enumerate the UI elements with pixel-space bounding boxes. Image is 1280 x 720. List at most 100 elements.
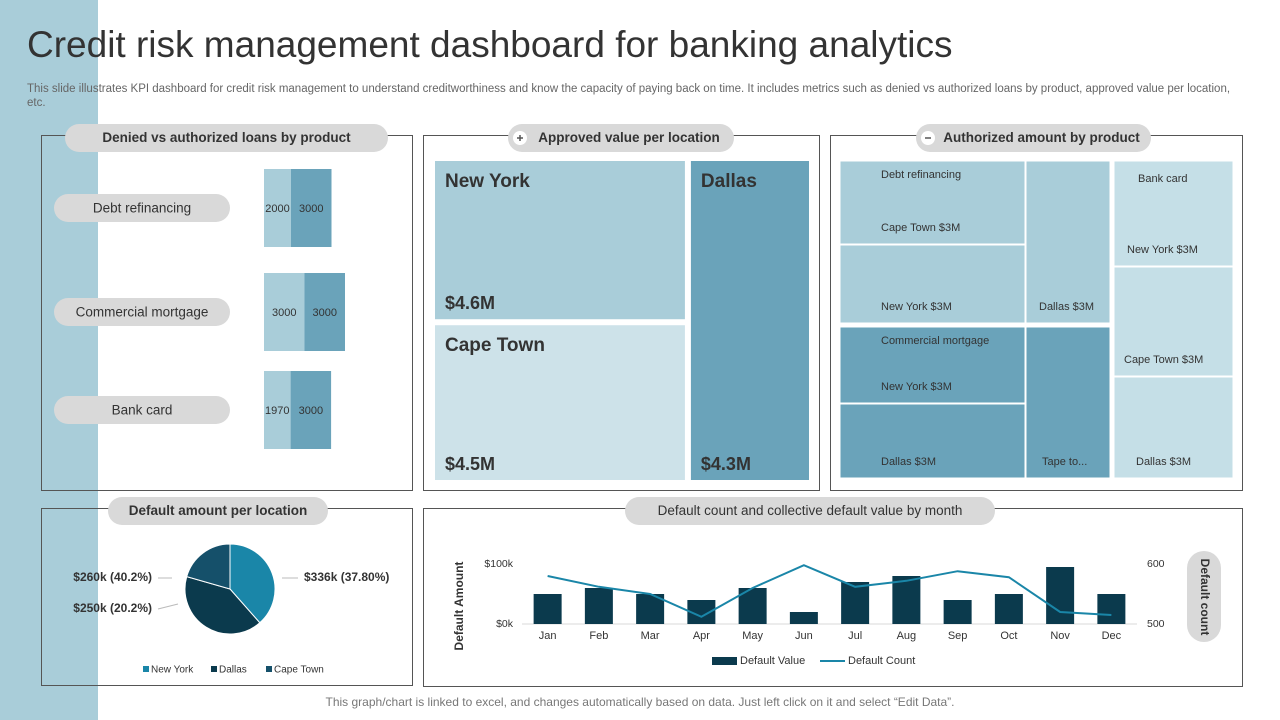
tile-label: New York $3M bbox=[881, 301, 952, 313]
x-tick-label: Feb bbox=[589, 630, 608, 642]
tile-label: New York $3M bbox=[881, 381, 952, 393]
legend-label: Default Count bbox=[848, 655, 915, 667]
bar-segment bbox=[264, 169, 291, 247]
bar bbox=[892, 576, 921, 624]
bar bbox=[841, 582, 870, 624]
group-label: Debt refinancing bbox=[881, 169, 961, 181]
bar bbox=[533, 594, 562, 624]
pie-slice bbox=[186, 543, 231, 590]
tile-label: Dallas $3M bbox=[881, 456, 936, 468]
data-label: 3000 bbox=[313, 307, 337, 319]
data-label: 3000 bbox=[272, 307, 296, 319]
tile-label: New York $3M bbox=[1127, 244, 1198, 256]
y-tick-label: $100k bbox=[484, 558, 513, 570]
y2-title-pill bbox=[1187, 551, 1221, 642]
tile-label: Dallas $3M bbox=[1136, 456, 1191, 468]
tile-label: Tape to... bbox=[1042, 456, 1087, 468]
legend-label: Cape Town bbox=[274, 665, 324, 676]
bar bbox=[584, 588, 613, 624]
legend-label: Default Value bbox=[740, 655, 805, 667]
sidebar bbox=[0, 0, 98, 720]
x-tick-label: Sep bbox=[948, 630, 968, 642]
chart-title: Default count and collective default val… bbox=[658, 503, 963, 518]
treemap-tile bbox=[1113, 376, 1234, 479]
footer-note: This graph/chart is linked to excel, and… bbox=[325, 695, 955, 709]
line bbox=[547, 564, 1112, 618]
tile-label: Cape Town $3M bbox=[881, 222, 960, 234]
category-label: Commercial mortgage bbox=[76, 305, 209, 320]
treemap-tile bbox=[435, 325, 685, 480]
x-tick-label: Jun bbox=[795, 630, 813, 642]
data-label: 1970 bbox=[265, 405, 289, 417]
treemap-tile bbox=[435, 161, 685, 320]
bar bbox=[1097, 594, 1126, 624]
y-tick-label: $0k bbox=[496, 618, 514, 630]
bar-segment bbox=[304, 273, 345, 351]
chart-title: Authorized amount by product bbox=[943, 130, 1140, 145]
legend-label: New York bbox=[151, 665, 194, 676]
treemap-tile bbox=[839, 244, 1026, 324]
chart-title: Approved value per location bbox=[538, 130, 720, 145]
bar bbox=[1046, 567, 1075, 624]
category-pill bbox=[54, 396, 230, 424]
page-description: This slide illustrates KPI dashboard for… bbox=[27, 83, 1231, 109]
tile-value: $4.3M bbox=[701, 454, 751, 474]
slice-label: $260k (40.2%) bbox=[73, 570, 152, 584]
tile-label: Dallas $3M bbox=[1039, 301, 1094, 313]
x-tick-label: Mar bbox=[641, 630, 660, 642]
legend-swatch bbox=[211, 666, 217, 672]
x-tick-label: Aug bbox=[897, 630, 917, 642]
x-tick-label: Dec bbox=[1102, 630, 1122, 642]
tile-label: Dallas bbox=[701, 171, 757, 192]
category-label: Bank card bbox=[112, 403, 173, 418]
treemap-tile bbox=[839, 160, 1026, 245]
title-pill bbox=[625, 497, 995, 525]
y2-axis-title: Default count bbox=[1198, 559, 1212, 636]
legend-swatch bbox=[712, 657, 737, 665]
y2-tick-label: 600 bbox=[1147, 558, 1165, 570]
x-tick-label: Nov bbox=[1050, 630, 1070, 642]
slice-label: $336k (37.80%) bbox=[304, 570, 389, 584]
treemap-tile bbox=[839, 403, 1026, 479]
data-label: 3000 bbox=[299, 203, 323, 215]
treemap-tile bbox=[1113, 160, 1234, 267]
bar bbox=[943, 600, 972, 624]
title-pill bbox=[916, 124, 1151, 152]
x-tick-label: May bbox=[742, 630, 763, 642]
legend-swatch bbox=[143, 666, 149, 672]
category-pill bbox=[54, 298, 230, 326]
pie-slice bbox=[229, 543, 276, 624]
slice-label: $250k (20.2%) bbox=[73, 601, 152, 615]
bar-segment bbox=[290, 371, 332, 449]
bar-segment bbox=[264, 273, 305, 351]
tile-value: $4.5M bbox=[445, 454, 495, 474]
y2-tick-label: 500 bbox=[1147, 618, 1165, 630]
bar-segment bbox=[291, 169, 332, 247]
page-title: Credit risk management dashboard for ban… bbox=[27, 24, 953, 65]
category-pill bbox=[54, 194, 230, 222]
group-label: Commercial mortgage bbox=[881, 335, 989, 347]
tile-label: Cape Town $3M bbox=[1124, 354, 1203, 366]
tile-label: New York bbox=[445, 171, 530, 192]
legend-label: Dallas bbox=[219, 665, 247, 676]
y-axis-title: Default Amount bbox=[452, 562, 466, 651]
treemap-tile bbox=[1025, 160, 1111, 324]
treemap-tile bbox=[1025, 326, 1111, 479]
bar-segment bbox=[264, 371, 291, 449]
data-label: 3000 bbox=[299, 405, 323, 417]
x-tick-label: Oct bbox=[1000, 630, 1017, 642]
treemap-tile bbox=[839, 326, 1026, 404]
bar bbox=[789, 612, 818, 624]
legend-swatch bbox=[266, 666, 272, 672]
treemap-tile bbox=[1113, 266, 1234, 377]
chart-title: Denied vs authorized loans by product bbox=[102, 130, 351, 145]
x-tick-label: Apr bbox=[693, 630, 710, 642]
x-tick-label: Jul bbox=[848, 630, 862, 642]
tile-label: Cape Town bbox=[445, 335, 545, 356]
data-label: 2000 bbox=[265, 203, 289, 215]
title-pill bbox=[65, 124, 388, 152]
x-tick-label: Jan bbox=[539, 630, 557, 642]
tile-value: $4.6M bbox=[445, 293, 495, 313]
